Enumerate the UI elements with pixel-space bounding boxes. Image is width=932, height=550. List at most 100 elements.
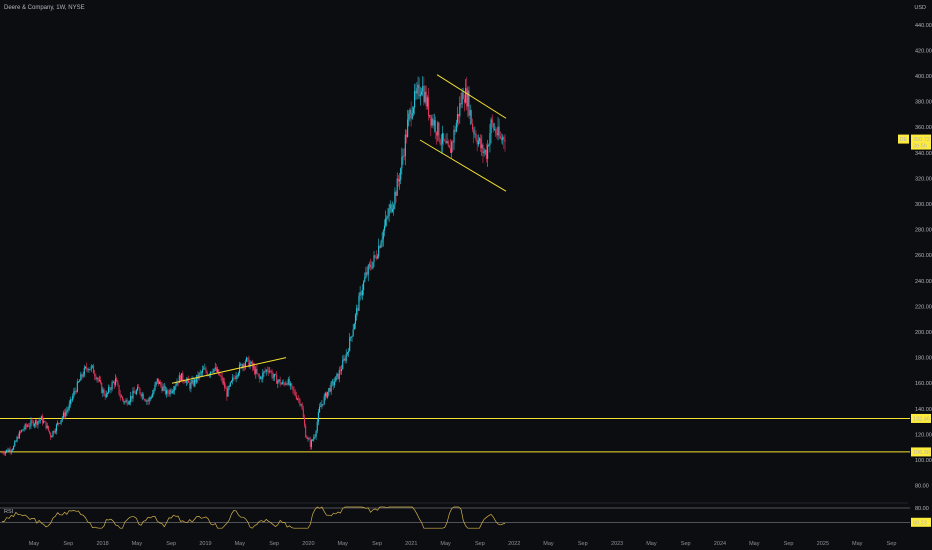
candle-body (278, 379, 280, 381)
candle-body (331, 381, 333, 383)
candle-body (339, 370, 341, 372)
candle-body (207, 375, 209, 376)
candle-body (262, 372, 264, 380)
candle-body (240, 364, 242, 366)
candle-body (87, 368, 89, 371)
candle-body (475, 133, 477, 140)
candle-body (223, 381, 226, 388)
candle-body (249, 363, 251, 367)
candle-body (329, 388, 331, 392)
price-tick-label: 340.00 (915, 151, 932, 157)
candle-body (59, 423, 61, 424)
candle-body (360, 292, 362, 296)
candle-body (469, 110, 471, 116)
candle-body (61, 417, 63, 421)
candle-body (452, 141, 454, 143)
candle-body (363, 281, 365, 291)
candle-body (210, 371, 212, 375)
candle-body (36, 420, 38, 425)
candle-body (455, 122, 457, 132)
candle-body (270, 370, 272, 372)
candle-body (485, 150, 488, 159)
candle-body (192, 380, 194, 386)
candle-body (97, 378, 99, 381)
candle-body (461, 92, 463, 105)
level-tag-bg (911, 447, 931, 457)
candle-body (176, 382, 178, 386)
last-price-badge: DE 350.72 3d 5h (898, 134, 931, 150)
candle-body (427, 97, 430, 116)
candle-body (234, 378, 236, 380)
candle-body (94, 373, 96, 377)
candle-body (286, 383, 288, 385)
candle-body (347, 351, 350, 353)
candle-body (84, 366, 86, 368)
candle-body (217, 369, 219, 372)
candle-body (344, 358, 346, 361)
candle-body (494, 129, 496, 130)
candle-body (325, 392, 328, 398)
candle-body (219, 375, 221, 376)
candle-body (364, 277, 366, 282)
candle-body (142, 394, 144, 400)
candle-body (500, 138, 503, 140)
candle-body (70, 399, 73, 401)
candle-body (376, 256, 379, 259)
candle-body (439, 139, 441, 144)
level-tag-bg (911, 413, 931, 423)
candle-body (370, 264, 372, 268)
candle-body (327, 391, 329, 398)
candle-body (265, 369, 267, 372)
price-tick-label: 380.00 (915, 100, 932, 106)
candle-body (419, 94, 421, 97)
price-tick-label: 280.00 (915, 228, 932, 234)
candle-body (198, 373, 200, 379)
candle-body (73, 391, 75, 397)
candle-body (53, 431, 55, 433)
time-tick-label: 2018 (96, 541, 108, 547)
candle-body (225, 387, 227, 389)
candle-body (366, 272, 368, 275)
candle-body (367, 265, 369, 275)
candle-body (294, 391, 296, 396)
candle-body (300, 404, 302, 406)
horizontal-levels (0, 417, 910, 453)
candle-body (388, 208, 390, 216)
candle-body (504, 140, 506, 142)
time-tick-label: May (749, 541, 760, 547)
candle-body (174, 386, 176, 391)
candle-body (474, 133, 476, 135)
candle-body (179, 375, 182, 381)
candle-body (236, 375, 238, 377)
candle-body (357, 308, 359, 311)
time-tick-label: 2025 (817, 541, 829, 547)
candle-body (25, 424, 27, 427)
candle-body (351, 336, 353, 338)
candle-body (106, 392, 109, 394)
candle-body (334, 381, 336, 386)
candle-body (298, 398, 300, 400)
candle-body (145, 399, 147, 402)
candle-body (328, 388, 330, 392)
candle-body (153, 390, 155, 394)
candle-body (480, 138, 482, 149)
candle-body (177, 382, 179, 384)
candle-body (144, 399, 146, 400)
candle-body (162, 387, 164, 391)
time-tick-label: May (646, 541, 657, 547)
candle-body (232, 377, 234, 381)
candle-body (163, 386, 165, 388)
chart-title: Deere & Company, 1W, NYSE (4, 5, 85, 11)
time-tick-label: Sep (887, 541, 897, 547)
candle-body (392, 208, 394, 212)
candle-body (372, 261, 374, 269)
candle-body (417, 84, 419, 89)
candle-body (349, 337, 351, 352)
candle-body (81, 374, 83, 377)
candle-body (124, 401, 126, 403)
candle-body (139, 388, 141, 394)
candle-body (354, 314, 357, 324)
candle-body (284, 383, 286, 385)
candle-body (319, 406, 321, 413)
